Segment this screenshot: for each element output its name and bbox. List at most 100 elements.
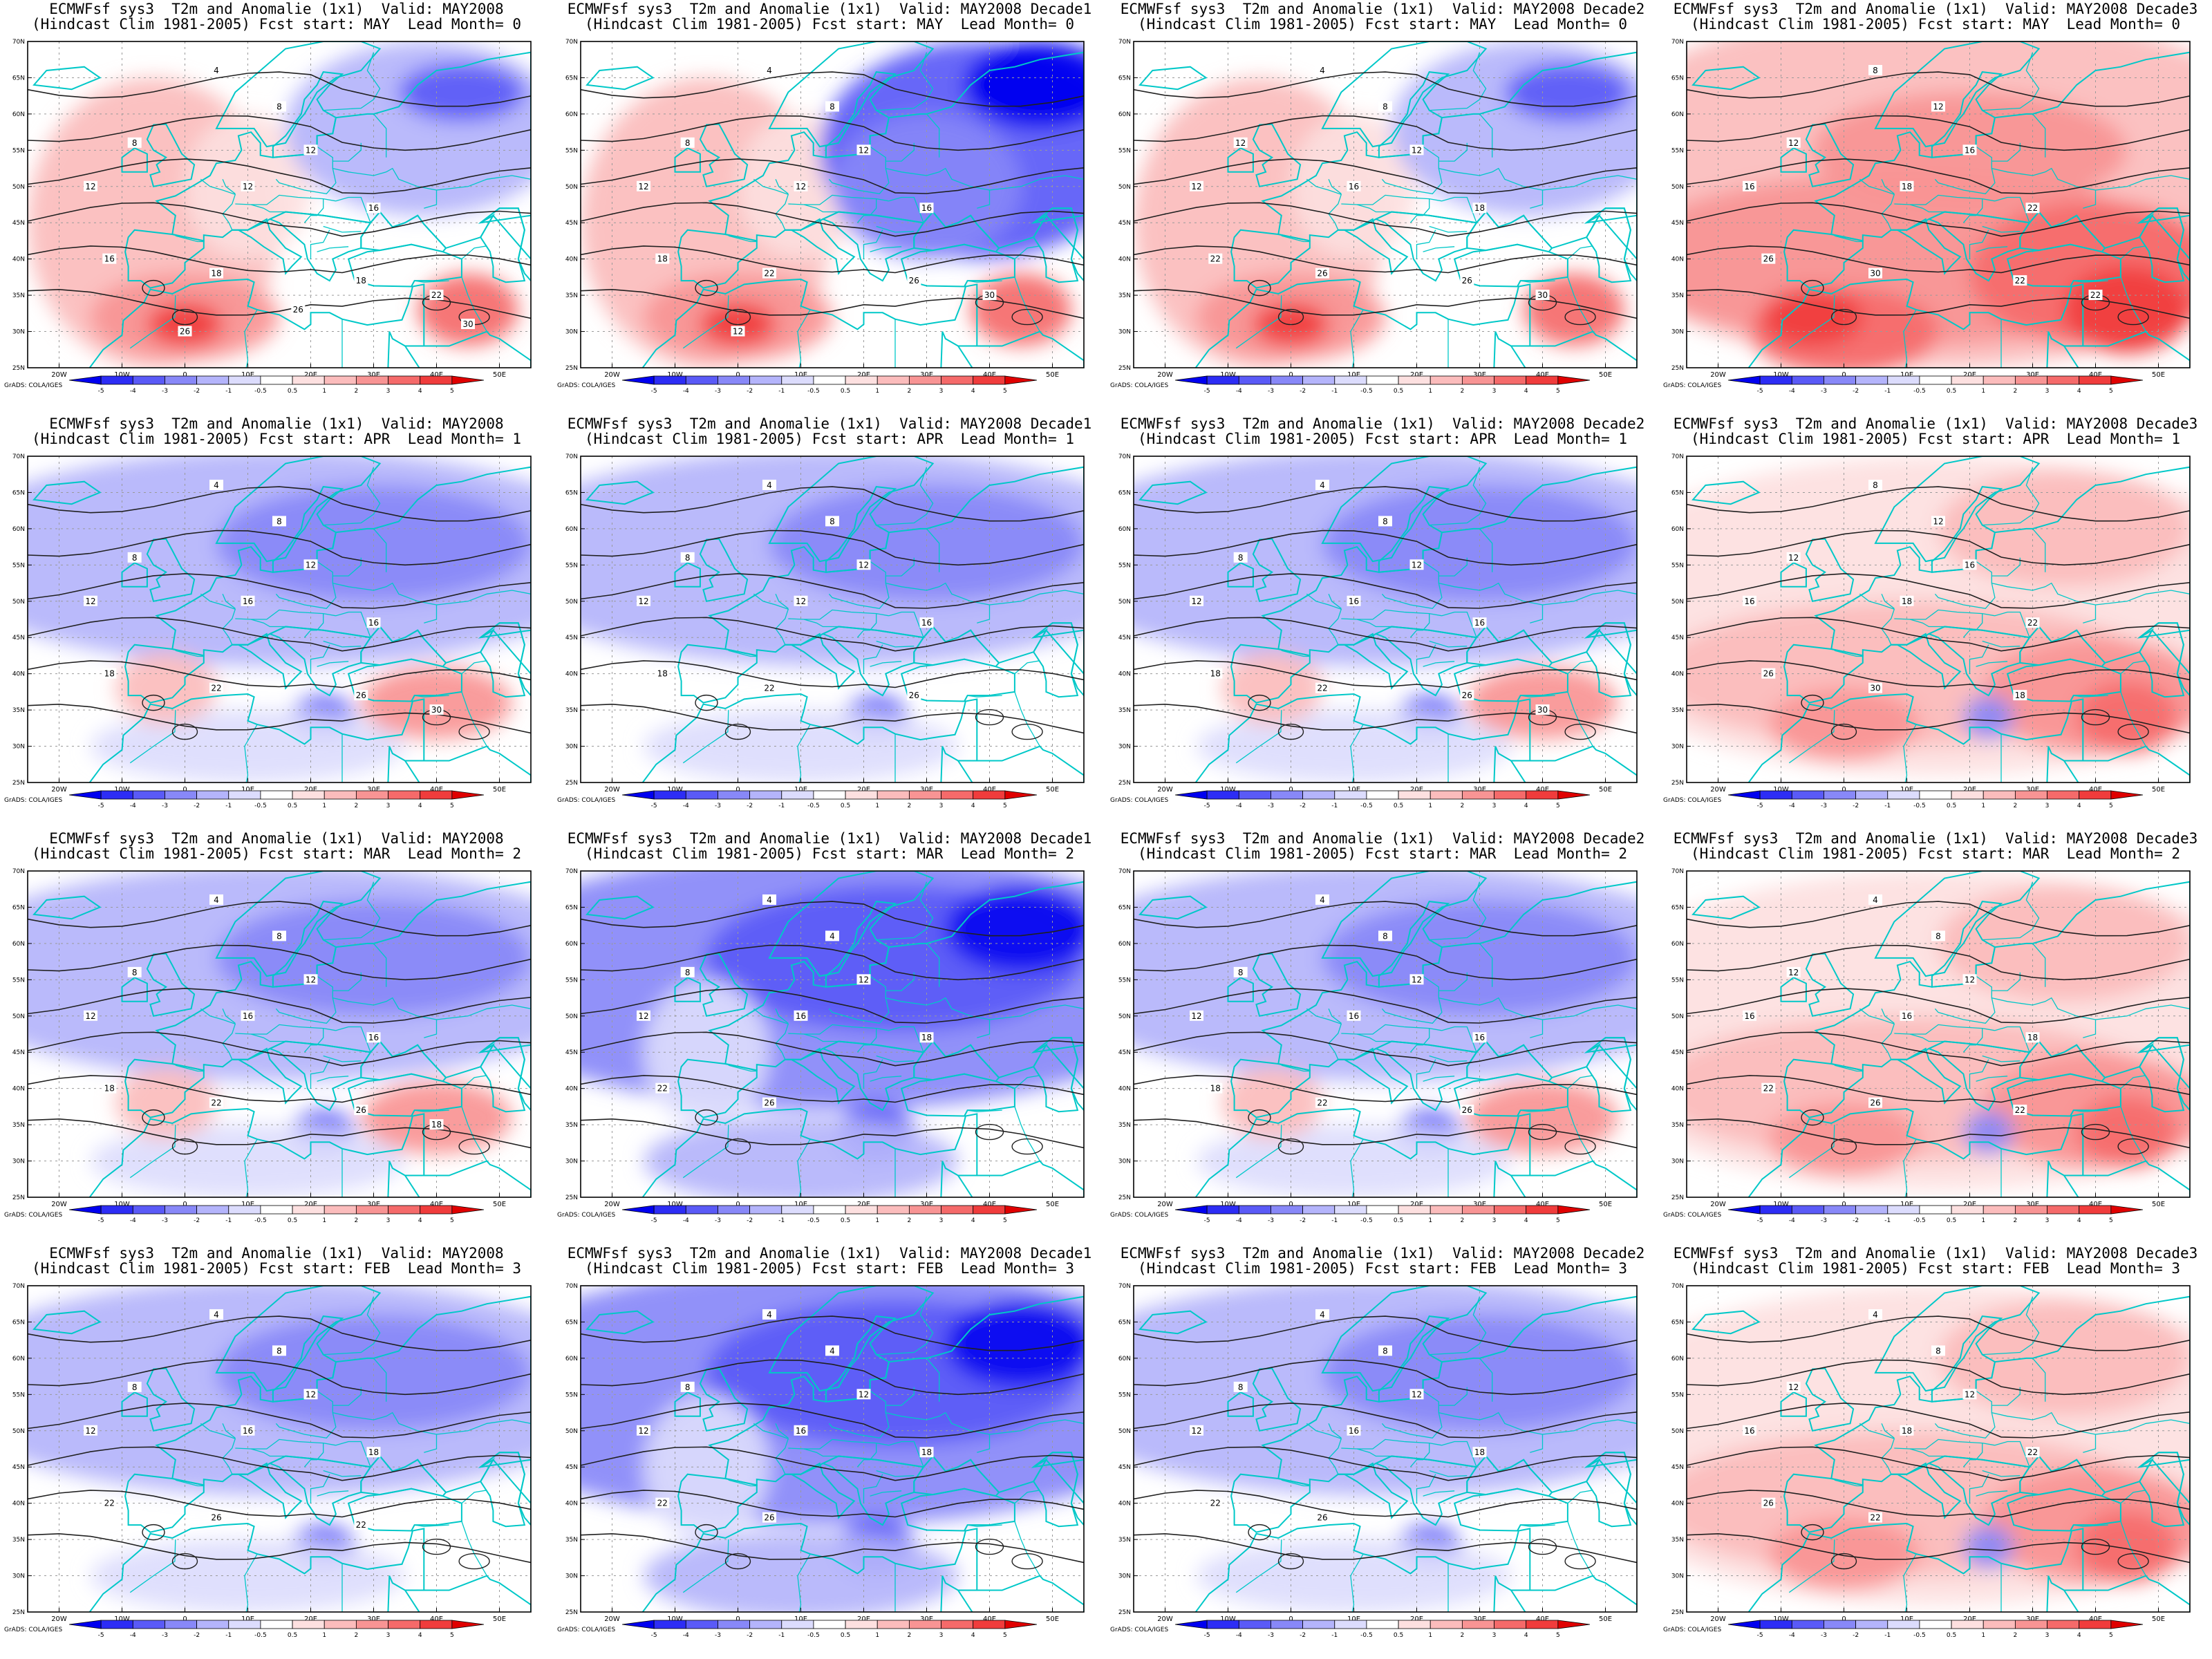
coastline-ireland bbox=[1780, 562, 1807, 588]
lon-tick-label: 0 bbox=[735, 1615, 740, 1623]
lat-tick-label: 30N bbox=[1671, 1573, 1684, 1580]
border bbox=[1567, 1106, 1593, 1161]
colorbar-swatch bbox=[1238, 790, 1271, 800]
coastline-ireland bbox=[1780, 977, 1807, 1002]
colorbar-swatch bbox=[100, 1620, 133, 1629]
lat-tick-label: 65N bbox=[1118, 489, 1131, 496]
colorbar-swatch bbox=[718, 1205, 751, 1215]
contour-label: 12 bbox=[1235, 138, 1246, 148]
lat-tick-label: 25N bbox=[565, 1194, 578, 1201]
sea-caspian bbox=[1033, 622, 1079, 698]
anomaly-region bbox=[1221, 652, 1322, 725]
lat-tick-label: 40N bbox=[1671, 256, 1684, 263]
contour-label: 12 bbox=[638, 1426, 648, 1436]
border bbox=[1976, 661, 2008, 667]
border bbox=[989, 1419, 1084, 1435]
map-frame bbox=[580, 870, 1085, 1198]
colorbar-label: -4 bbox=[1236, 803, 1242, 809]
panel-subtitle: (Hindcast Clim 1981-2005) Fcst start: FE… bbox=[1690, 1260, 2180, 1277]
border bbox=[1306, 1008, 1342, 1060]
colorbar: -5 -4 -3 -2 -1 -0.5 0.5 1 2 3 4 5 bbox=[1174, 375, 1591, 395]
colorbar-swatch bbox=[1526, 375, 1559, 385]
contour-label: 18 bbox=[657, 669, 668, 679]
border bbox=[1909, 204, 1945, 213]
colorbar-swatch bbox=[1557, 1205, 1591, 1215]
colorbar-label: 3 bbox=[386, 1217, 391, 1224]
grads-credit: GrADS: COLA/IGES bbox=[1663, 797, 1722, 804]
border bbox=[788, 609, 890, 620]
lat-tick-label: 25N bbox=[12, 365, 25, 372]
anomaly-region bbox=[91, 710, 405, 782]
contour-label: 12 bbox=[1933, 516, 1943, 526]
colorbar-label: -5 bbox=[98, 388, 104, 395]
coastline-scandinavia bbox=[768, 456, 935, 563]
sea-baltic bbox=[1378, 1315, 1450, 1403]
colorbar-label: 5 bbox=[2109, 803, 2113, 809]
colorbar-label: 4 bbox=[2077, 803, 2081, 809]
colorbar-label: -5 bbox=[651, 1217, 657, 1224]
colorbar-swatch bbox=[941, 1205, 974, 1215]
lon-tick-label: 40E bbox=[983, 1615, 996, 1623]
colorbar-label: -2 bbox=[1853, 803, 1859, 809]
colorbar-swatch bbox=[1919, 790, 1952, 800]
lat-tick-label: 35N bbox=[12, 707, 25, 714]
panel-title: ECMWFsf sys3 T2m and Anomalie (1x1) Vali… bbox=[49, 830, 504, 847]
contour-label: 12 bbox=[1788, 968, 1799, 977]
colorbar-swatch bbox=[973, 375, 1006, 385]
lat-tick-label: 25N bbox=[565, 1609, 578, 1616]
colorbar-label: -3 bbox=[715, 1217, 721, 1224]
colorbar-swatch bbox=[877, 1620, 910, 1629]
colorbar-swatch bbox=[1824, 1205, 1857, 1215]
coastline-iceland bbox=[32, 1310, 102, 1335]
coastline-ireland bbox=[121, 562, 148, 588]
colorbar-label: 1 bbox=[875, 803, 879, 809]
sea-baltic bbox=[825, 486, 897, 573]
lat-tick-label: 60N bbox=[565, 111, 578, 118]
border bbox=[1994, 611, 2030, 638]
colorbar-label: -3 bbox=[1268, 1632, 1274, 1639]
lon-tick-label: 20W bbox=[604, 1615, 620, 1623]
colorbar-label: -1 bbox=[225, 1217, 232, 1224]
colorbar-swatch bbox=[1366, 1205, 1399, 1215]
lon-tick-label: 20W bbox=[1157, 1201, 1173, 1208]
colorbar-label: 3 bbox=[1492, 803, 1497, 809]
isotherm bbox=[581, 1490, 1084, 1518]
lat-tick-label: 65N bbox=[1118, 1319, 1131, 1326]
border bbox=[2073, 695, 2108, 697]
contour-label: 4 bbox=[830, 1346, 835, 1356]
grads-credit: GrADS: COLA/IGES bbox=[1110, 797, 1169, 804]
colorbar-swatch bbox=[228, 790, 261, 800]
colorbar-swatch bbox=[2047, 375, 2080, 385]
coastline-italy bbox=[785, 1047, 856, 1105]
map-frame bbox=[27, 456, 532, 783]
coastline-uk bbox=[1252, 1367, 1302, 1432]
sea-baltic bbox=[1931, 71, 2003, 158]
lat-tick-label: 55N bbox=[565, 562, 578, 569]
colorbar-swatch bbox=[196, 1205, 229, 1215]
lon-tick-label: 40E bbox=[2089, 1615, 2102, 1623]
isotherm-closed bbox=[142, 1109, 165, 1126]
lon-tick-label: 10W bbox=[1220, 1615, 1236, 1623]
colorbar-swatch bbox=[132, 375, 165, 385]
colorbar-swatch bbox=[1887, 790, 1920, 800]
colorbar-swatch bbox=[420, 375, 453, 385]
colorbar-label: 5 bbox=[1556, 1217, 1560, 1224]
grads-credit: GrADS: COLA/IGES bbox=[4, 1627, 63, 1633]
isotherm bbox=[1134, 1533, 1637, 1564]
border bbox=[989, 175, 1084, 191]
border bbox=[1423, 1490, 1455, 1497]
lon-tick-label: 30E bbox=[367, 1615, 380, 1623]
contour-label: 12 bbox=[1412, 975, 1422, 984]
isotherm bbox=[1134, 529, 1637, 566]
border bbox=[682, 295, 729, 349]
map-frame bbox=[1133, 1285, 1638, 1613]
contour-label: 12 bbox=[85, 1011, 95, 1021]
border bbox=[1903, 1553, 1917, 1612]
colorbar-label: 1 bbox=[1981, 803, 1985, 809]
contour-label: 18 bbox=[1902, 182, 1912, 191]
isotherm-closed bbox=[1528, 1538, 1557, 1555]
colorbar-swatch bbox=[2079, 790, 2112, 800]
isotherm bbox=[28, 1533, 531, 1564]
border bbox=[310, 229, 330, 259]
isotherm-closed bbox=[1011, 723, 1043, 740]
